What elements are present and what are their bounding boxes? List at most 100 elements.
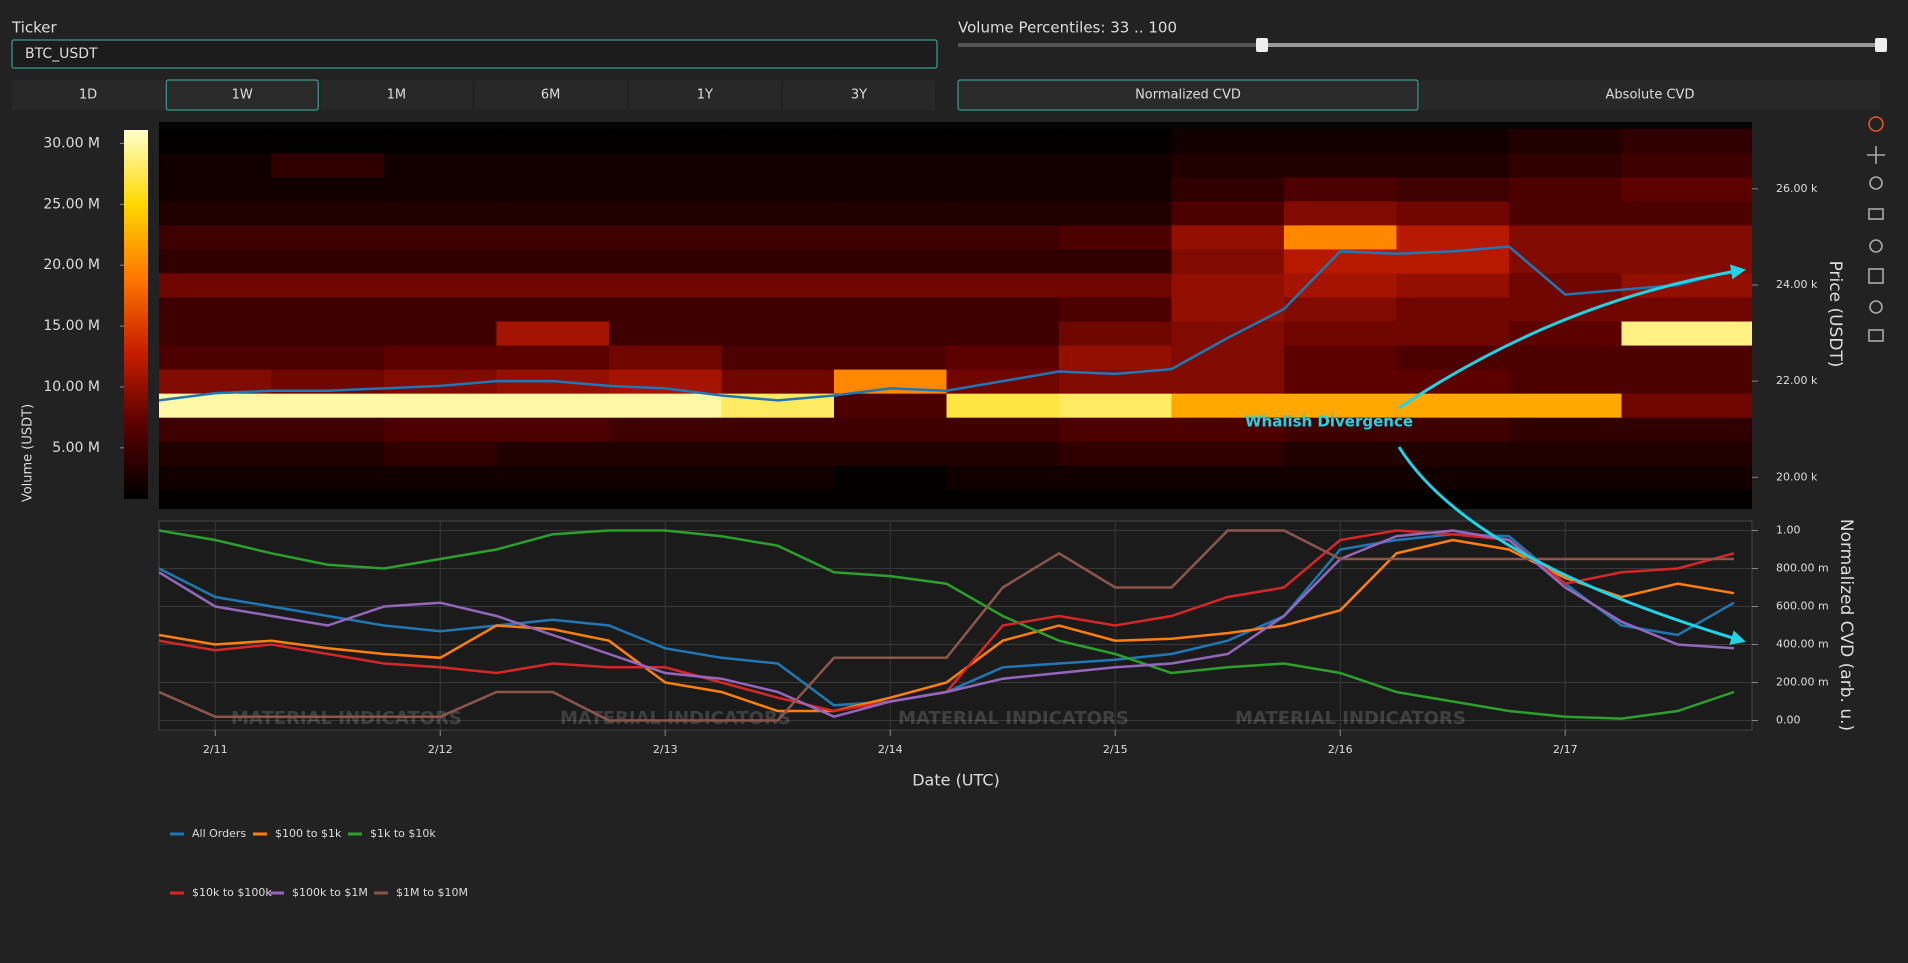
heatmap-cell <box>1059 128 1172 154</box>
heatmap-cell <box>271 441 385 466</box>
heatmap-cell <box>271 345 385 370</box>
watermark: MATERIAL INDICATORS <box>231 708 462 729</box>
heatmap-cell <box>721 321 835 346</box>
zoom-icon[interactable] <box>1869 176 1883 190</box>
range-button-label[interactable]: 1D <box>79 88 97 103</box>
x-tick-label: 2/15 <box>1103 743 1128 756</box>
heatmap-cell <box>834 345 947 370</box>
heatmap-cell <box>1059 224 1172 250</box>
legend-label[interactable]: All Orders <box>192 827 246 840</box>
heatmap-cell <box>834 393 947 418</box>
annotation-arrow <box>1398 264 1746 410</box>
heatmap-cell <box>834 489 947 509</box>
heatmap-cell <box>384 128 497 154</box>
heatmap-cell <box>946 272 1060 298</box>
x-tick-label: 2/16 <box>1328 743 1353 756</box>
range-button-label[interactable]: 1Y <box>697 88 713 103</box>
heatmap-cell <box>721 369 835 394</box>
range-button[interactable] <box>783 80 935 110</box>
cvd-mode-label[interactable]: Absolute CVD <box>1606 88 1695 103</box>
heatmap-cell <box>1059 441 1172 466</box>
ticker-input[interactable] <box>11 39 938 69</box>
heatmap-cell <box>1171 272 1285 298</box>
pan-icon[interactable] <box>1867 146 1885 164</box>
cvd-mode-button[interactable] <box>1420 80 1880 110</box>
heatmap-cell <box>159 224 272 250</box>
heatmap-cell <box>496 176 610 202</box>
heatmap-cell <box>721 152 835 178</box>
heatmap-cell <box>159 200 272 226</box>
heatmap-cell <box>271 321 385 346</box>
range-button-label[interactable]: 1M <box>387 88 407 103</box>
heatmap-cell <box>1396 128 1510 154</box>
x-tick-label: 2/13 <box>653 743 678 756</box>
slider-handle[interactable] <box>1875 38 1887 52</box>
range-button[interactable] <box>320 80 473 110</box>
select-icon[interactable] <box>1868 208 1884 220</box>
range-button[interactable] <box>628 80 781 110</box>
heatmap-cell <box>384 224 497 250</box>
y-tick-label: 800.00 m <box>1776 562 1829 575</box>
heatmap-cell <box>1509 176 1622 202</box>
heatmap-cell <box>1059 176 1172 202</box>
heatmap-cell <box>159 441 272 466</box>
heatmap-cell <box>609 393 722 418</box>
heatmap-cell <box>159 128 272 154</box>
heatmap-cell <box>1171 128 1285 154</box>
legend-label[interactable]: $1M to $10M <box>396 886 468 899</box>
heatmap-cell <box>609 152 722 178</box>
range-button-label[interactable]: 3Y <box>851 88 867 103</box>
legend-label[interactable]: $100k to $1M <box>292 886 368 899</box>
heatmap-cell <box>834 176 947 202</box>
y-tick-label: 600.00 m <box>1776 600 1829 613</box>
x-tick-label: 2/17 <box>1553 743 1578 756</box>
range-button-label[interactable]: 1W <box>232 88 253 103</box>
heatmap-cell <box>1621 296 1752 322</box>
range-button[interactable] <box>165 79 319 111</box>
heatmap-cell <box>1284 272 1397 298</box>
heatmap-cell <box>1171 369 1285 394</box>
heatmap-cell <box>496 489 610 509</box>
range-button[interactable] <box>474 80 627 110</box>
heatmap-cell <box>609 489 722 509</box>
ticker-value[interactable]: BTC_USDT <box>25 46 98 62</box>
colorbar-tick-label: 15.00 M <box>43 318 100 334</box>
heatmap-cell <box>946 465 1060 490</box>
heatmap-cell <box>946 296 1060 322</box>
heatmap-cell <box>609 441 722 466</box>
heatmap-cell <box>609 272 722 298</box>
y-tick-label: 24.00 k <box>1776 278 1818 291</box>
heatmap-cell <box>271 224 385 250</box>
range-button-label[interactable]: 6M <box>541 88 561 103</box>
cvd-mode-button[interactable] <box>957 79 1419 111</box>
watermark: MATERIAL INDICATORS <box>560 708 791 729</box>
heatmap-cell <box>271 248 385 274</box>
spike-icon[interactable] <box>1869 300 1883 314</box>
heatmap-cell <box>1509 345 1622 370</box>
cvd-mode-label[interactable]: Normalized CVD <box>1135 88 1241 103</box>
heatmap-cell <box>1171 465 1285 490</box>
heatmap-cell <box>496 321 610 346</box>
heatmap-cell <box>1059 417 1172 442</box>
legend-label[interactable]: $10k to $100k <box>192 886 272 899</box>
heatmap-cell <box>609 176 722 202</box>
reset-icon[interactable] <box>1869 239 1883 253</box>
heatmap-cell <box>1621 152 1752 178</box>
heatmap-cell <box>1621 369 1752 394</box>
range-button[interactable] <box>12 80 164 110</box>
hover-icon[interactable] <box>1868 329 1884 342</box>
heatmap-cell <box>1059 393 1172 418</box>
heatmap-cell <box>384 321 497 346</box>
heatmap-cell <box>1059 321 1172 346</box>
slider-handle[interactable] <box>1256 38 1268 52</box>
x-axis-title: Date (UTC) <box>912 771 1000 790</box>
legend-label[interactable]: $1k to $10k <box>370 827 436 840</box>
heatmap-cell <box>271 176 385 202</box>
heatmap-cell <box>834 441 947 466</box>
legend-label[interactable]: $100 to $1k <box>275 827 342 840</box>
heatmap-cell <box>159 248 272 274</box>
logo[interactable] <box>1868 116 1884 132</box>
heatmap-cell <box>1059 272 1172 298</box>
save-icon[interactable] <box>1868 268 1884 284</box>
